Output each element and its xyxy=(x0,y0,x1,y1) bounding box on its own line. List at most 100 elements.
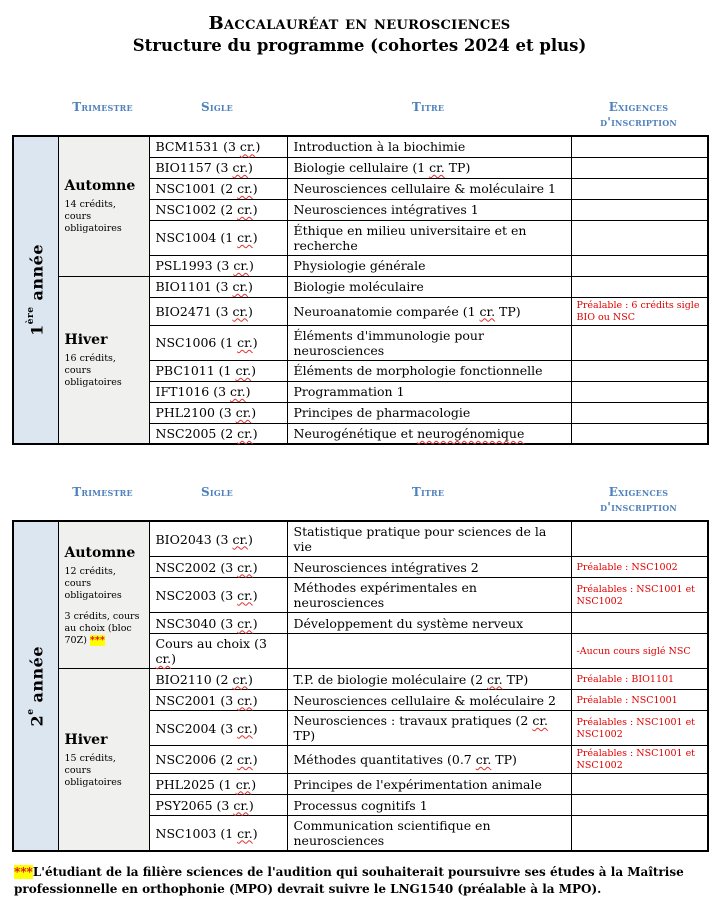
course-titre: Éléments de morphologie fonctionnelle xyxy=(286,359,572,382)
season-name: Hiver xyxy=(64,731,108,748)
spellcheck-squiggle: cr. xyxy=(429,160,445,175)
season-note: 12 crédits, cours obligatoires xyxy=(64,565,122,601)
course-exigence: Préalable : 6 crédits sigle BIO ou NSC xyxy=(570,296,709,326)
course-exigence xyxy=(570,794,709,816)
spellcheck-squiggle: cr. xyxy=(230,384,246,399)
spellcheck-squiggle: cr. xyxy=(237,230,253,245)
course-exigence xyxy=(570,177,709,200)
course-titre xyxy=(286,633,572,669)
column-header-spacer xyxy=(12,485,57,515)
course-row: PHL2100 (3 cr.) Principes de pharmacologi… xyxy=(13,401,709,424)
page-subtitle: Structure du programme (cohortes 2024 et… xyxy=(132,36,587,55)
season-name: Automne xyxy=(64,544,136,561)
spellcheck-squiggle: cr. xyxy=(237,720,253,736)
course-titre: Programmation 1 xyxy=(286,380,572,403)
course-sigle: NSC1001 (2 cr.) xyxy=(148,177,288,200)
course-row: 2e année Automne 12 crédits, cours obligat… xyxy=(12,520,709,852)
column-header-exigences: Exigences d'inscription xyxy=(600,100,677,129)
course-exigence xyxy=(570,275,709,298)
column-header-exigences: Exigences d'inscription xyxy=(600,485,677,514)
course-titre: Introduction à la biochimie xyxy=(286,135,572,158)
spellcheck-squiggle: cr. xyxy=(235,405,252,420)
course-sigle: NSC2003 (3 cr.) xyxy=(148,577,288,613)
year-label: 1ère année xyxy=(25,244,46,336)
spellcheck-squiggle: cr. xyxy=(232,531,249,547)
course-sigle: NSC2002 (3 cr.) xyxy=(148,556,288,578)
spellcheck-squiggle: cr. xyxy=(487,671,503,687)
spellcheck-squiggle: cr. xyxy=(237,692,253,708)
footnote-text: L'étudiant de la filière sciences de l'a… xyxy=(14,865,684,896)
spellcheck-squiggle: cr. xyxy=(237,181,253,196)
season-cell: Automne 14 crédits, cours obligatoires xyxy=(57,135,150,277)
footnote: ***L'étudiant de la filière sciences de … xyxy=(14,864,712,898)
course-sigle: BIO1157 (3 cr.) xyxy=(148,156,288,179)
column-header-trimestre: Trimestre xyxy=(72,485,133,499)
spellcheck-squiggle: cr. xyxy=(237,615,253,631)
course-exigence: Préalables : NSC1001 et NSC1002 xyxy=(570,577,709,613)
spellcheck-squiggle: cr. xyxy=(237,559,253,575)
course-exigence: -Aucun cours siglé NSC xyxy=(570,633,709,669)
course-row: Hiver 15 crédits, cours obligatoires BIO21… xyxy=(13,668,709,852)
course-titre: Neuroanatomie comparée (1 cr. TP) xyxy=(286,296,572,326)
course-row: PSL1993 (3 cr.) Physiologie générale xyxy=(13,254,709,277)
spellcheck-squiggle: cr. xyxy=(232,279,249,294)
year-label: 2e année xyxy=(25,645,46,727)
course-exigence: Préalable : BIO1101 xyxy=(570,668,709,690)
season-note: 15 crédits, cours obligatoires xyxy=(64,752,122,788)
course-sigle: NSC1004 (1 cr.) xyxy=(148,219,288,256)
course-sigle: PHL2025 (1 cr.) xyxy=(148,773,288,795)
season-cell: Hiver 16 crédits, cours obligatoires xyxy=(57,275,150,445)
course-sigle: NSC1006 (1 cr.) xyxy=(148,324,288,361)
season-cell: Automne 12 crédits, cours obligatoires 3 c… xyxy=(57,520,150,669)
course-exigence xyxy=(570,324,709,361)
course-sigle: NSC2005 (2 cr.) xyxy=(148,422,288,445)
course-exigence: Préalables : NSC1001 et NSC1002 xyxy=(570,710,709,746)
course-titre: Éthique en milieu universitaire et en re… xyxy=(286,219,572,256)
course-sigle: Cours au choix (3 cr.) xyxy=(148,633,288,669)
course-sigle: NSC1002 (2 cr.) xyxy=(148,198,288,221)
spellcheck-squiggle: cr. xyxy=(232,160,249,175)
column-header-titre: Titre xyxy=(411,485,445,499)
course-sigle: BIO2043 (3 cr.) xyxy=(148,520,288,557)
course-exigence xyxy=(570,815,709,852)
course-row: NSC2002 (3 cr.) Neurosciences intégrative… xyxy=(13,556,709,578)
course-row: Hiver 16 crédits, cours obligatoires BIO11… xyxy=(13,275,709,445)
course-titre: Statistique pratique pour sciences de la… xyxy=(286,520,572,557)
bloc-choice-marker: *** xyxy=(89,634,105,646)
course-sigle: NSC2006 (2 cr.) xyxy=(148,745,288,774)
spellcheck-squiggle: cr. xyxy=(532,713,548,728)
column-header-trimestre: Trimestre xyxy=(72,100,133,114)
course-exigence xyxy=(570,612,709,634)
course-exigence: Préalables : NSC1001 et NSC1002 xyxy=(570,745,709,774)
spellcheck-squiggle: cr. xyxy=(237,825,253,841)
season-note: 3 crédits, cours au choix (bloc 70Z) *** xyxy=(64,610,140,646)
season-note: 16 crédits, cours obligatoires xyxy=(64,352,122,388)
course-row: PBC1011 (1 cr.) Éléments de morphologie f… xyxy=(13,359,709,382)
course-sigle: BIO1101 (3 cr.) xyxy=(148,275,288,298)
course-exigence xyxy=(570,135,709,158)
course-row: NSC1002 (2 cr.) Neurosciences intégrative… xyxy=(13,198,709,221)
course-sigle: PHL2100 (3 cr.) xyxy=(148,401,288,424)
course-exigence xyxy=(570,773,709,795)
spellcheck-squiggle: cr. xyxy=(237,202,253,217)
course-row: 1ère année Automne 14 crédits, cours oblig… xyxy=(12,135,709,445)
course-titre: Neurosciences : travaux pratiques (2 cr.… xyxy=(286,710,572,746)
course-sigle: NSC2001 (3 cr.) xyxy=(148,689,288,711)
course-exigence xyxy=(570,156,709,179)
course-sigle: BIO2471 (3 cr.) xyxy=(148,296,288,326)
course-exigence xyxy=(570,359,709,382)
course-row: NSC1001 (2 cr.) Neurosciences cellulaire … xyxy=(13,177,709,200)
season-note: 14 crédits, cours obligatoires xyxy=(64,199,122,235)
course-sigle: PBC1011 (1 cr.) xyxy=(148,359,288,382)
course-exigence xyxy=(570,422,709,445)
spellcheck-squiggle: cr. xyxy=(155,651,172,666)
spellcheck-squiggle: neurogénomique xyxy=(417,425,525,441)
season-cell: Hiver 15 crédits, cours obligatoires xyxy=(57,668,150,852)
course-exigence xyxy=(570,219,709,256)
spellcheck-squiggle: cr. xyxy=(233,797,249,813)
year-label-cell: 2e année xyxy=(12,520,59,852)
course-titre: Méthodes expérimentales en neurosciences xyxy=(286,577,572,613)
spellcheck-squiggle: cr. xyxy=(235,776,252,792)
course-titre: Neurosciences intégratives 2 xyxy=(286,556,572,578)
